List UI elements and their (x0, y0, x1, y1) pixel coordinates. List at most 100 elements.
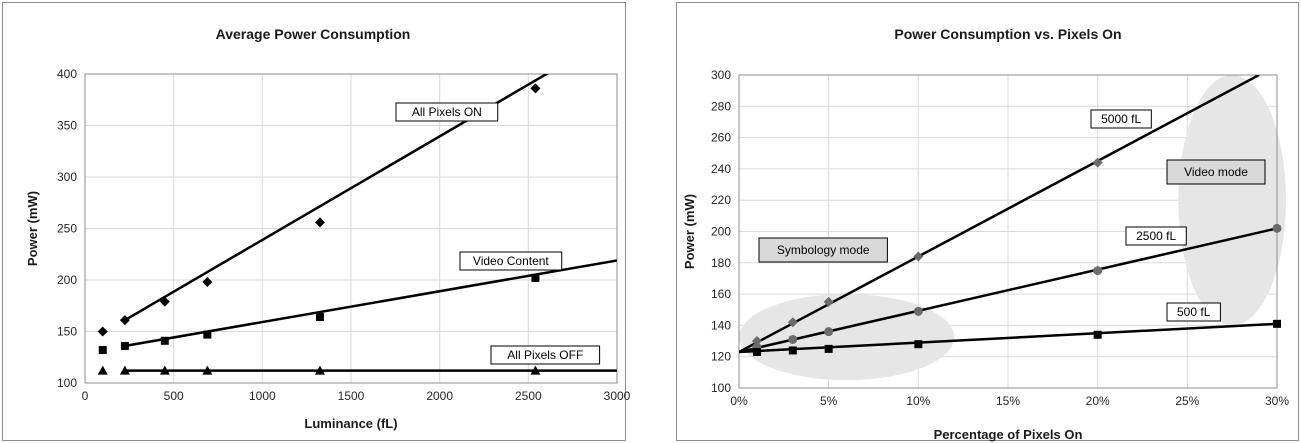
annotation-symbology-mode: Symbology mode (758, 237, 888, 263)
annotation-box (459, 251, 563, 271)
data-point-video-content (98, 346, 107, 355)
y-tick-label: 280 (711, 99, 731, 113)
annotation-label: Symbology mode (777, 243, 870, 257)
annotation-5000-fl: 5000 fL (1090, 109, 1152, 129)
x-tick-label: 2500 (515, 389, 542, 403)
x-tick-label: 0 (82, 389, 89, 403)
highlight-video-mode (1178, 75, 1286, 326)
highlight-symbology-mode (739, 294, 955, 381)
annotation-box (758, 237, 888, 263)
annotation-label: 5000 fL (1101, 112, 1141, 126)
x-tick-label: 1000 (249, 389, 276, 403)
data-point-5000-fl (787, 317, 798, 328)
y-axis-label: Power (mW) (25, 191, 40, 266)
annotation-label: Video Content (473, 254, 550, 268)
data-point-2500-fl (1093, 266, 1103, 276)
annotation-box (490, 345, 601, 365)
x-tick-label: 1500 (338, 389, 365, 403)
series-video-content (98, 259, 617, 355)
x-tick-label: 500 (164, 389, 184, 403)
data-point-all-pixels-off (119, 365, 130, 375)
y-axis-label: Power (mW) (682, 194, 697, 269)
data-point-video-content (120, 341, 129, 350)
series-line-video-content (124, 259, 617, 348)
annotation-all-pixels-off: All Pixels OFF (490, 345, 601, 365)
series-line-all-pixels-on (124, 74, 549, 322)
annotation-box (1090, 109, 1152, 129)
y-tick-label: 180 (711, 256, 731, 270)
data-point-5000-fl (751, 336, 762, 347)
data-point-all-pixels-off (97, 365, 108, 375)
x-tick-label: 0% (730, 394, 748, 408)
data-point-5000-fl (913, 251, 924, 262)
series-500-fl (739, 319, 1281, 357)
y-tick-label: 140 (711, 318, 731, 332)
annotation-500-fl: 500 fL (1166, 302, 1221, 322)
annotation-box (1166, 159, 1266, 185)
chart-title: Average Power Consumption (216, 26, 411, 42)
chart-title: Power Consumption vs. Pixels On (894, 26, 1121, 42)
data-point-all-pixels-on (202, 277, 213, 288)
annotation-label: 2500 fL (1136, 229, 1176, 243)
y-tick-label: 300 (57, 170, 77, 184)
annotation-box (1166, 302, 1221, 322)
chart-panel-power-vs-pixels: Power Consumption vs. Pixels On 100 120 140… (676, 2, 1299, 442)
x-tick-label: 20% (1086, 394, 1110, 408)
average-power-chart: Average Power Consumption 100 150 200 250 300… (25, 26, 631, 431)
data-point-video-content (160, 336, 169, 345)
x-axis-label: Luminance (fL) (304, 416, 397, 431)
x-tick-label: 5% (820, 394, 838, 408)
data-point-2500-fl (913, 306, 923, 316)
series-2500-fl (739, 223, 1282, 354)
data-point-2500-fl (788, 334, 798, 344)
data-point-500-fl (752, 348, 761, 357)
data-point-2500-fl (824, 327, 834, 337)
data-point-5000-fl (1092, 157, 1103, 168)
annotation-box (1125, 226, 1187, 246)
annotation-video-content: Video Content (459, 251, 563, 271)
data-point-all-pixels-on (97, 326, 108, 337)
data-point-all-pixels-off (159, 365, 170, 375)
data-point-all-pixels-on (119, 315, 130, 326)
y-tick-label: 240 (711, 162, 731, 176)
data-point-video-content (531, 273, 540, 282)
power-vs-pixels-chart: Power Consumption vs. Pixels On 100 120 140… (682, 26, 1289, 442)
annotation-2500-fl: 2500 fL (1125, 226, 1187, 246)
x-tick-label: 3000 (604, 389, 631, 403)
plot-area-frame (84, 73, 618, 384)
y-tick-label: 150 (57, 325, 77, 339)
x-tick-label: 15% (996, 394, 1020, 408)
y-tick-label: 400 (57, 67, 77, 81)
data-point-500-fl (788, 346, 797, 355)
annotation-all-pixels-on: All Pixels ON (395, 102, 499, 122)
y-tick-label: 220 (711, 193, 731, 207)
y-tick-label: 300 (711, 68, 731, 82)
series-line-5000-fl (739, 75, 1260, 354)
series-all-pixels-off (97, 365, 617, 375)
data-point-2500-fl (1272, 223, 1282, 233)
data-point-all-pixels-off (314, 365, 325, 375)
data-point-all-pixels-off (202, 365, 213, 375)
y-tick-label: 100 (57, 376, 77, 390)
data-point-video-content (315, 313, 324, 322)
data-point-all-pixels-on (159, 296, 170, 307)
series-all-pixels-on (97, 74, 549, 337)
annotation-box (395, 102, 499, 122)
y-tick-label: 200 (57, 273, 77, 287)
y-tick-label: 100 (711, 381, 731, 395)
x-tick-label: 10% (906, 394, 930, 408)
x-axis-label: Percentage of Pixels On (934, 427, 1083, 442)
annotation-video-mode: Video mode (1166, 159, 1266, 185)
data-point-all-pixels-on (314, 217, 325, 228)
data-point-all-pixels-on (530, 83, 541, 94)
data-point-video-content (203, 330, 212, 339)
x-tick-label: 25% (1175, 394, 1199, 408)
y-tick-label: 160 (711, 287, 731, 301)
y-tick-label: 120 (711, 350, 731, 364)
y-tick-label: 350 (57, 119, 77, 133)
data-point-5000-fl (823, 296, 834, 307)
annotation-label: All Pixels OFF (507, 348, 583, 362)
annotation-label: Video mode (1184, 165, 1248, 179)
y-tick-label: 200 (711, 225, 731, 239)
data-point-all-pixels-off (530, 365, 541, 375)
